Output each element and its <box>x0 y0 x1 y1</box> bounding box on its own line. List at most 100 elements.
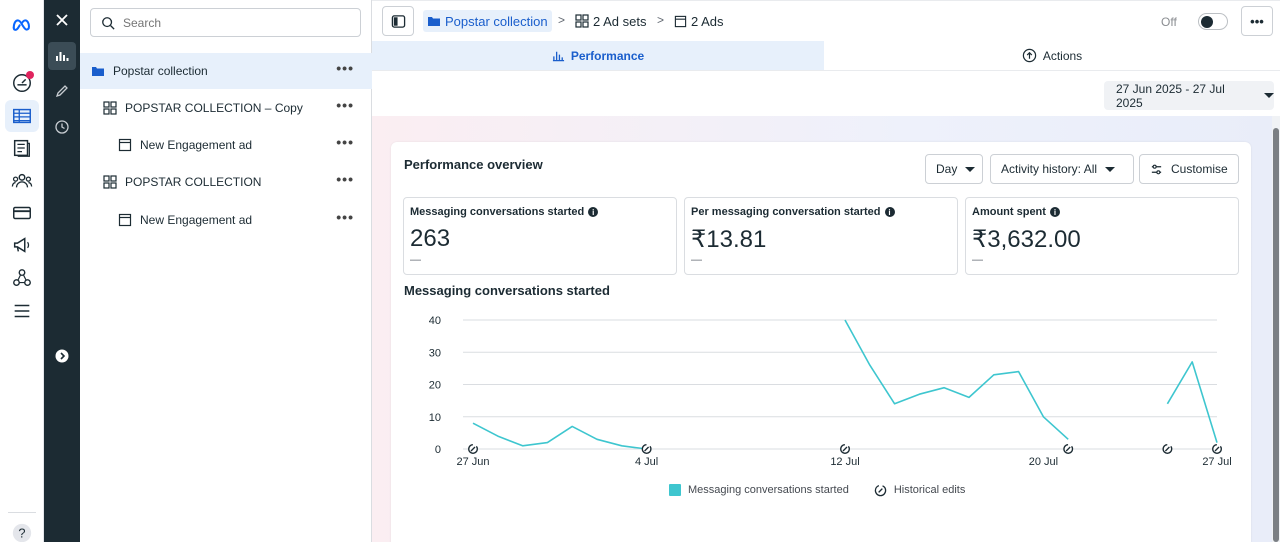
adset-grid-icon <box>103 175 117 189</box>
close-icon[interactable] <box>48 6 76 34</box>
x-tick-label: 27 Jun <box>456 456 489 468</box>
metric-card[interactable]: Messaging conversations started i 263 — <box>403 197 677 275</box>
metric-card[interactable]: Per messaging conversation started i ₹13.… <box>684 197 958 275</box>
activity-history-dropdown[interactable]: Activity history: All <box>990 154 1134 184</box>
breadcrumb-bar: Popstar collection > 2 Ad sets > 2 Ads O… <box>372 0 1280 41</box>
metric-value: 263 <box>410 225 451 252</box>
menu-icon[interactable] <box>9 298 35 324</box>
campaigns-table-icon[interactable] <box>5 100 39 132</box>
info-icon[interactable]: i <box>588 207 599 217</box>
more-options-icon[interactable]: ••• <box>336 171 354 187</box>
svg-text:?: ? <box>18 526 25 541</box>
billing-icon[interactable] <box>9 200 35 226</box>
dashboard-icon[interactable] <box>9 70 35 96</box>
y-tick-label: 0 <box>435 444 441 456</box>
metric-change: — <box>410 254 421 266</box>
info-icon[interactable]: i <box>884 207 895 217</box>
tree-item-adset[interactable]: POPSTAR COLLECTION ••• <box>80 164 372 200</box>
actions-arrow-icon <box>1022 48 1037 63</box>
tree-item-label: New Engagement ad <box>140 213 253 227</box>
metric-change: — <box>691 254 702 266</box>
y-tick-label: 40 <box>429 315 441 327</box>
history-clock-icon[interactable] <box>48 113 76 141</box>
breadcrumb-campaign[interactable]: Popstar collection <box>423 10 552 32</box>
performance-chart-icon[interactable] <box>48 42 76 70</box>
x-tick-label: 4 Jul <box>635 456 658 468</box>
metric-value: ₹13.81 <box>691 226 767 253</box>
breadcrumb-adsets[interactable]: 2 Ad sets <box>575 10 646 32</box>
date-range-picker[interactable]: 27 Jun 2025 - 27 Jul 2025 <box>1104 81 1274 110</box>
adset-grid-icon <box>103 101 117 115</box>
customise-button[interactable]: Customise <box>1139 154 1239 184</box>
sidebar-toggle-icon <box>391 14 405 28</box>
vertical-scrollbar[interactable] <box>1272 116 1280 542</box>
edit-pencil-icon[interactable] <box>48 77 76 105</box>
view-tabs: Performance Actions <box>372 41 1280 71</box>
toggle-status-label: Off <box>1161 15 1177 29</box>
more-options-icon[interactable]: ••• <box>336 97 354 113</box>
campaign-toggle[interactable] <box>1198 13 1228 30</box>
legend-label: Historical edits <box>893 484 966 496</box>
card-title: Performance overview <box>404 157 543 172</box>
more-options-icon[interactable]: ••• <box>336 134 354 150</box>
tree-item-adset[interactable]: POPSTAR COLLECTION – Copy ••• <box>80 90 372 126</box>
ad-icon <box>674 15 687 27</box>
expand-arrow-icon[interactable] <box>48 342 76 370</box>
metric-value: ₹3,632.00 <box>972 226 1081 253</box>
tree-item-label: New Engagement ad <box>140 138 253 152</box>
folder-icon <box>91 64 105 78</box>
global-nav: ? <box>0 0 44 542</box>
toggle-panel-button[interactable] <box>382 6 414 36</box>
chart-legend: Messaging conversations started Historic… <box>669 482 965 498</box>
tree-item-ad[interactable]: New Engagement ad ••• <box>80 127 372 163</box>
chevron-right-icon: > <box>657 13 665 27</box>
notification-dot <box>26 71 34 79</box>
tree-item-label: POPSTAR COLLECTION – Copy <box>125 101 303 115</box>
advertise-icon[interactable] <box>9 232 35 258</box>
series-line-segment <box>844 319 1069 440</box>
historical-edit-marker-tick <box>1065 446 1071 452</box>
chevron-down-icon <box>1264 93 1274 98</box>
bar-chart-icon <box>552 51 564 62</box>
metric-change: — <box>972 254 983 266</box>
folder-icon <box>428 17 440 26</box>
breadcrumb-ads[interactable]: 2 Ads <box>674 10 724 32</box>
y-tick-label: 20 <box>429 380 441 392</box>
business-settings-icon[interactable] <box>9 265 35 291</box>
historical-edit-marker-tick <box>842 446 848 452</box>
scrollbar-thumb[interactable] <box>1273 128 1279 542</box>
tab-performance[interactable]: Performance <box>372 41 824 70</box>
main-panel: Popstar collection > 2 Ad sets > 2 Ads O… <box>372 0 1280 542</box>
x-tick-label: 20 Jul <box>1029 456 1058 468</box>
performance-overview-card: Performance overview Day Activity histor… <box>391 142 1251 542</box>
tree-item-ad[interactable]: New Engagement ad ••• <box>80 202 372 238</box>
editor-tool-column <box>44 0 80 542</box>
audiences-icon[interactable] <box>9 168 35 194</box>
pages-icon[interactable] <box>9 135 35 161</box>
series-line-segment <box>1166 361 1218 443</box>
more-options-icon[interactable]: ••• <box>336 60 354 76</box>
granularity-dropdown[interactable]: Day <box>925 154 983 184</box>
info-icon[interactable]: i <box>1049 207 1060 217</box>
more-options-icon[interactable]: ••• <box>336 209 354 225</box>
legend-swatch <box>669 484 681 496</box>
date-range-label: 27 Jun 2025 - 27 Jul 2025 <box>1116 81 1225 110</box>
search-icon <box>102 16 115 30</box>
metric-card[interactable]: Amount spent i ₹3,632.00 — <box>965 197 1239 275</box>
series-line-segment <box>472 422 647 450</box>
line-chart: 0 10 20 30 40 27 Jun 4 Jul 12 Jul 20 Jul 27 Jul <box>429 315 1232 468</box>
tree-item-label: POPSTAR COLLECTION <box>125 175 262 189</box>
adset-grid-icon <box>575 14 589 28</box>
tree-search[interactable] <box>90 8 361 37</box>
search-input[interactable] <box>123 15 343 30</box>
tree-item-campaign[interactable]: Popstar collection ••• <box>80 53 372 89</box>
legend-label: Messaging conversations started <box>688 484 849 496</box>
x-tick-label: 12 Jul <box>830 456 859 468</box>
historical-edit-marker-tick <box>1164 446 1170 452</box>
more-options-button[interactable]: ••• <box>1241 6 1273 36</box>
tab-actions[interactable]: Actions <box>824 41 1280 70</box>
meta-logo-icon[interactable] <box>9 12 35 38</box>
campaign-tree-panel: Popstar collection ••• POPSTAR COLLECTIO… <box>80 0 372 542</box>
chevron-right-icon: > <box>558 13 566 27</box>
help-icon[interactable]: ? <box>9 520 35 542</box>
